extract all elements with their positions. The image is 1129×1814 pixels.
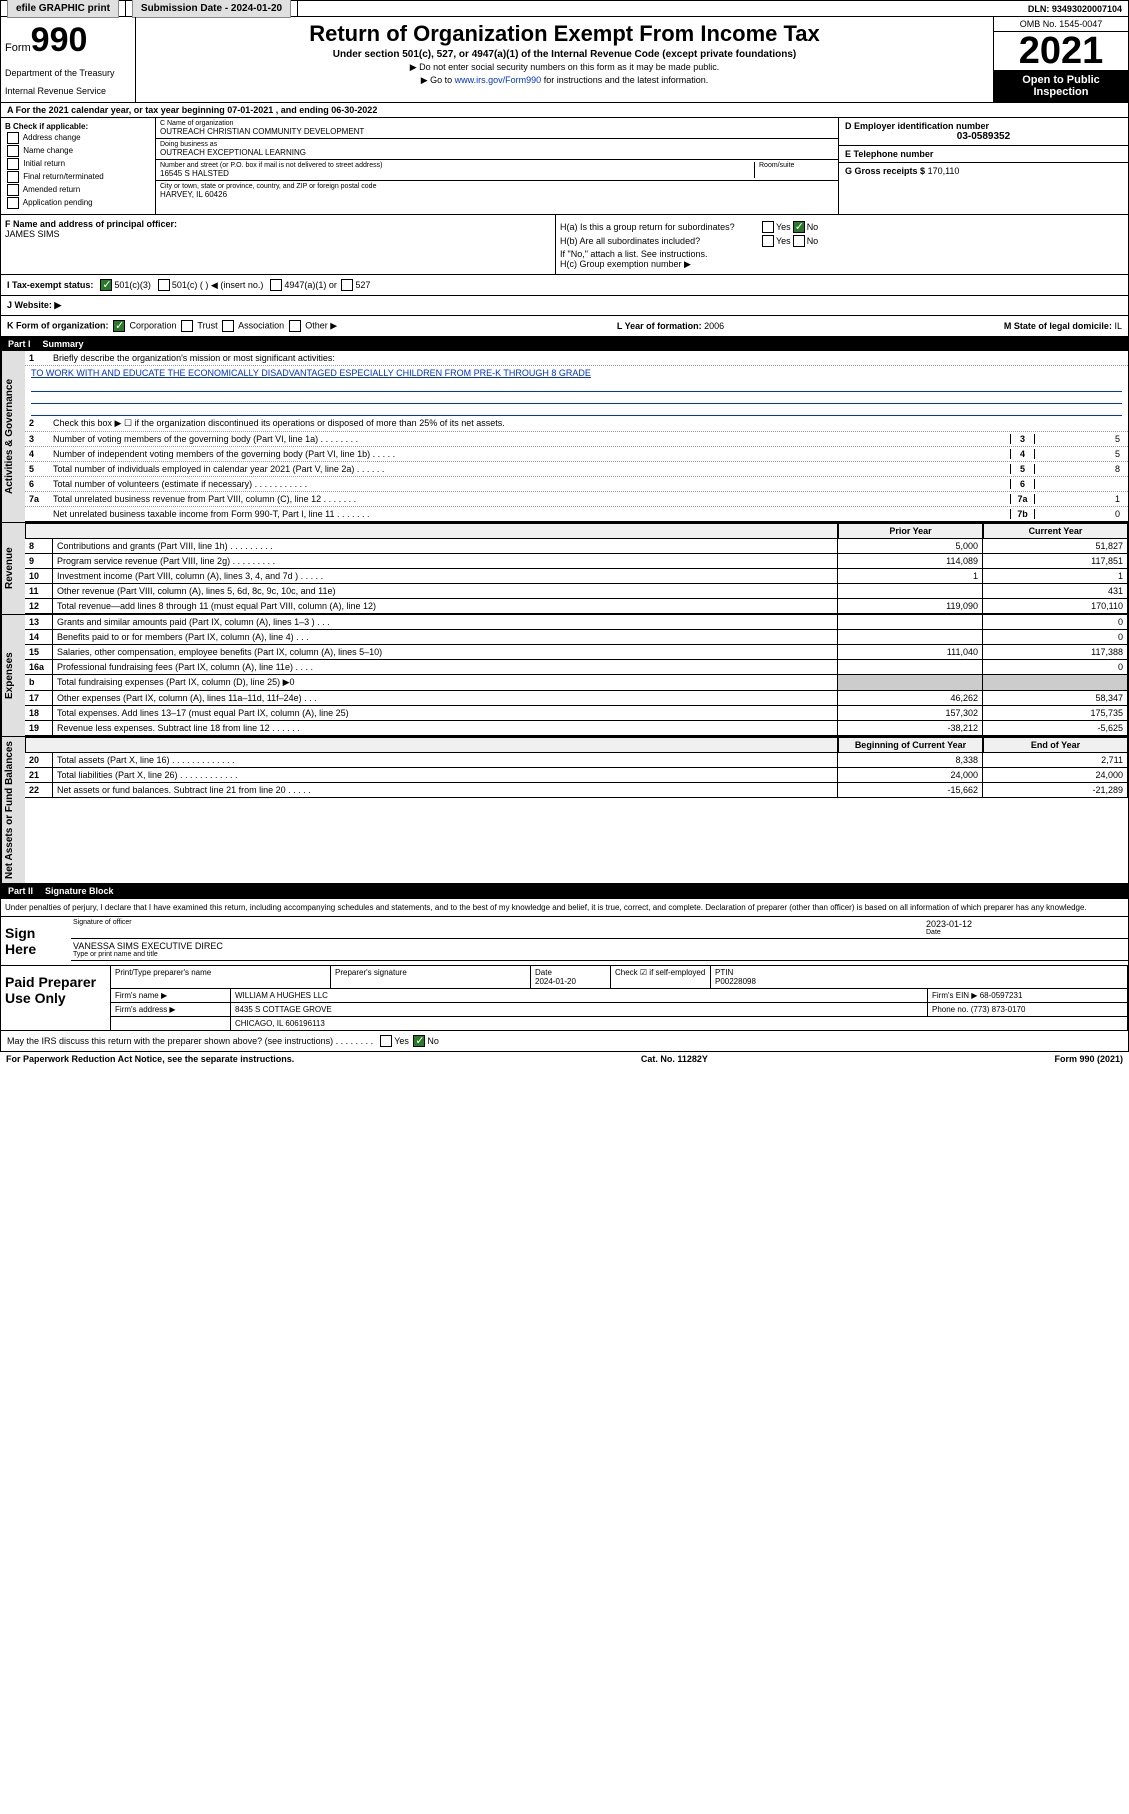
form-num: 990 — [31, 21, 88, 59]
form-header: Form990 Department of the Treasury Inter… — [0, 17, 1129, 103]
dba: OUTREACH EXCEPTIONAL LEARNING — [160, 148, 834, 157]
table-row: 18Total expenses. Add lines 13–17 (must … — [25, 706, 1128, 721]
footer-mid: Cat. No. 11282Y — [641, 1054, 708, 1064]
form-title: Return of Organization Exempt From Incom… — [144, 21, 985, 47]
part2-header: Part IISignature Block — [0, 884, 1129, 898]
table-row: 11Other revenue (Part VIII, column (A), … — [25, 584, 1128, 599]
tax-year: 2021 — [994, 32, 1128, 70]
table-row: 15Salaries, other compensation, employee… — [25, 645, 1128, 660]
table-row: 14Benefits paid to or for members (Part … — [25, 630, 1128, 645]
chk-ha-no[interactable] — [793, 221, 805, 233]
table-row: 20Total assets (Part X, line 16) . . . .… — [25, 753, 1128, 768]
efile-btn[interactable]: efile GRAPHIC print — [7, 0, 119, 18]
irs: Internal Revenue Service — [5, 86, 131, 96]
street: 16545 S HALSTED — [160, 169, 754, 178]
footer-left: For Paperwork Reduction Act Notice, see … — [6, 1054, 294, 1064]
vtab-expenses: Expenses — [1, 615, 25, 736]
vtab-revenue: Revenue — [1, 523, 25, 614]
subdate-btn[interactable]: Submission Date - 2024-01-20 — [132, 0, 291, 18]
paid-preparer-lbl: Paid Preparer Use Only — [1, 966, 111, 1030]
firm-name: WILLIAM A HUGHES LLC — [231, 989, 928, 1002]
table-row: 13Grants and similar amounts paid (Part … — [25, 615, 1128, 630]
gross-receipts: 170,110 — [928, 166, 960, 176]
mission: TO WORK WITH AND EDUCATE THE ECONOMICALL… — [25, 366, 1128, 380]
city: HARVEY, IL 60426 — [160, 190, 834, 199]
chk-corp[interactable] — [113, 320, 125, 332]
chk-discuss-no[interactable] — [413, 1035, 425, 1047]
top-bar: efile GRAPHIC print Submission Date - 20… — [0, 0, 1129, 17]
firm-addr: 8435 S COTTAGE GROVE — [235, 1005, 332, 1014]
vtab-netassets: Net Assets or Fund Balances — [1, 737, 25, 883]
table-row: 12Total revenue—add lines 8 through 11 (… — [25, 599, 1128, 614]
table-row: 21Total liabilities (Part X, line 26) . … — [25, 768, 1128, 783]
table-row: 9Program service revenue (Part VIII, lin… — [25, 554, 1128, 569]
table-row: 10Investment income (Part VIII, column (… — [25, 569, 1128, 584]
chk-name[interactable] — [7, 145, 19, 157]
part1-header: Part ISummary — [0, 337, 1129, 351]
table-row: bTotal fundraising expenses (Part IX, co… — [25, 675, 1128, 691]
irs-link[interactable]: www.irs.gov/Form990 — [455, 75, 542, 85]
box-b: B Check if applicable: Address change Na… — [1, 118, 156, 214]
chk-pending[interactable] — [7, 197, 19, 209]
footer-right: Form 990 (2021) — [1054, 1054, 1123, 1064]
officer-sig-name: VANESSA SIMS EXECUTIVE DIREC — [73, 941, 223, 951]
ptin: P00228098 — [715, 977, 756, 986]
form-subtitle: Under section 501(c), 527, or 4947(a)(1)… — [144, 49, 985, 60]
sign-here: Sign Here — [1, 917, 71, 965]
table-row: 16aProfessional fundraising fees (Part I… — [25, 660, 1128, 675]
ein: 03-0589352 — [845, 131, 1122, 142]
declaration: Under penalties of perjury, I declare th… — [0, 898, 1129, 917]
dept: Department of the Treasury — [5, 68, 131, 78]
chk-amended[interactable] — [7, 184, 19, 196]
domicile: IL — [1114, 321, 1122, 331]
org-name: OUTREACH CHRISTIAN COMMUNITY DEVELOPMENT — [160, 127, 834, 136]
l3-val: 5 — [1034, 434, 1124, 444]
table-row: 22Net assets or fund balances. Subtract … — [25, 783, 1128, 798]
open-public: Open to Public Inspection — [994, 70, 1128, 102]
note-ssn: ▶ Do not enter social security numbers o… — [144, 62, 985, 73]
table-row: 19Revenue less expenses. Subtract line 1… — [25, 721, 1128, 736]
dln: DLN: 93493020007104 — [1022, 2, 1128, 16]
section-a: A For the 2021 calendar year, or tax yea… — [1, 103, 383, 117]
chk-final[interactable] — [7, 171, 19, 183]
firm-ein: 68-0597231 — [980, 991, 1023, 1000]
chk-address[interactable] — [7, 132, 19, 144]
chk-initial[interactable] — [7, 158, 19, 170]
firm-phone: (773) 873-0170 — [971, 1005, 1026, 1014]
sig-date: 2023-01-12 — [926, 919, 1126, 929]
table-row: 8Contributions and grants (Part VIII, li… — [25, 539, 1128, 554]
vtab-activities: Activities & Governance — [1, 351, 25, 522]
form-word: Form — [5, 42, 31, 54]
year-formed: 2006 — [704, 321, 724, 331]
table-row: 17Other expenses (Part IX, column (A), l… — [25, 691, 1128, 706]
officer-name: JAMES SIMS — [5, 229, 551, 239]
chk-501c3[interactable] — [100, 279, 112, 291]
